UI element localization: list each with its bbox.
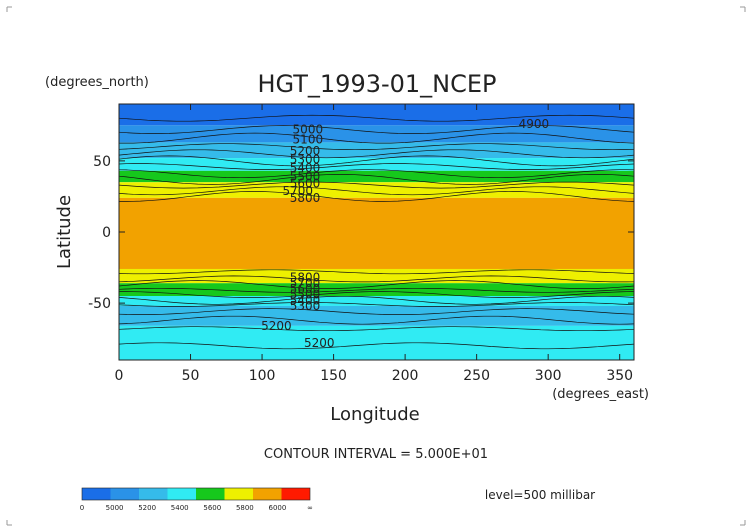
contour-line (119, 132, 635, 144)
contour-label: 5400 (290, 161, 321, 175)
contour-line (118, 308, 635, 315)
colorbar-swatch (82, 488, 111, 500)
contour-label: 5600 (290, 177, 321, 191)
colorbar-swatch (167, 488, 196, 500)
contour-line (118, 149, 635, 159)
contour-label: 5300 (290, 299, 321, 313)
colorbar-swatch (110, 488, 139, 500)
colorbar-swatch (196, 488, 225, 500)
contour-line (118, 125, 635, 134)
contour-band (119, 125, 634, 143)
y-tick-label: 50 (93, 154, 111, 170)
y-axis-label: Latitude (54, 195, 75, 269)
contour-label: 5500 (290, 288, 321, 302)
colorbar-tick-label: 5000 (106, 504, 124, 512)
contour-band (119, 197, 634, 269)
contour-band (119, 305, 634, 326)
contour-band (119, 268, 634, 284)
contour-interval-note: CONTOUR INTERVAL = 5.000E+01 (264, 447, 488, 462)
contour-line (118, 302, 635, 307)
colorbar-tick-label: 5800 (236, 504, 254, 512)
contour-label: 5700 (283, 184, 314, 198)
contour-label: 5200 (290, 144, 321, 158)
contour-line (119, 291, 635, 298)
contour-line (118, 280, 635, 289)
crop-mark (6, 520, 12, 526)
colorbar-tick-label: 5400 (171, 504, 189, 512)
contour-line (118, 163, 635, 170)
crop-mark (740, 6, 746, 12)
contour-line (118, 169, 635, 179)
contour-band (119, 158, 634, 171)
contour-label: 5100 (293, 133, 324, 147)
contour-label: 5800 (290, 271, 321, 285)
contour-label: 5300 (290, 152, 321, 166)
x-tick-label: 0 (115, 368, 124, 384)
y-tick-label: 0 (102, 225, 111, 241)
contour-line (118, 287, 635, 293)
contour-line (118, 269, 635, 275)
contour-band (119, 142, 634, 159)
colorbar-tick-label: ∞ (307, 504, 313, 512)
contour-line (118, 174, 635, 185)
contour-line (118, 143, 635, 151)
chart-title: HGT_1993-01_NCEP (257, 70, 496, 98)
contour-label: 5700 (290, 276, 321, 290)
contour-line (118, 315, 635, 325)
contour-line (118, 342, 635, 350)
colorbar-tick-label: 6000 (269, 504, 287, 512)
colorbar-tick-label: 5200 (138, 504, 156, 512)
x-tick-label: 150 (320, 368, 347, 384)
contour-line (119, 191, 635, 202)
contour-band (119, 104, 634, 126)
y-axis-units: (degrees_north) (45, 75, 149, 90)
contour-label: 5600 (290, 282, 321, 296)
colorbar-tick-label: 0 (80, 504, 84, 512)
colorbar-swatch (139, 488, 168, 500)
contour-label: 4900 (519, 117, 550, 131)
colorbar-tick-label: 5600 (203, 504, 221, 512)
colorbar-frame (81, 487, 311, 501)
level-note: level=500 millibar (485, 488, 595, 502)
y-tick-label: -50 (88, 296, 111, 312)
contour-band (119, 296, 634, 306)
contour-label: 5200 (304, 336, 335, 350)
x-tick-label: 350 (606, 368, 633, 384)
x-axis-label: Longitude (330, 404, 420, 425)
contour-label: 5000 (293, 123, 324, 137)
crop-mark (740, 520, 746, 526)
x-tick-label: 300 (535, 368, 562, 384)
contour-label: 5500 (290, 170, 321, 184)
contour-line (118, 186, 635, 196)
x-tick-label: 200 (392, 368, 419, 384)
x-tick-label: 100 (249, 368, 276, 384)
crop-mark (6, 6, 12, 12)
contour-line (118, 181, 635, 189)
x-tick-label: 250 (463, 368, 490, 384)
contour-band (119, 182, 634, 198)
contour-line (118, 155, 635, 167)
x-tick-label: 50 (182, 368, 200, 384)
colorbar-swatch (281, 488, 310, 500)
contour-label: 5400 (290, 293, 321, 307)
contour-line (118, 275, 635, 283)
x-axis-units: (degrees_east) (552, 387, 649, 402)
colorbar-swatch (224, 488, 253, 500)
contour-label: 5200 (261, 319, 292, 333)
contour-band (119, 325, 634, 360)
contour-line (118, 295, 635, 305)
contour-label: 5800 (290, 191, 321, 205)
contour-line (118, 114, 635, 122)
contour-line (118, 326, 635, 332)
colorbar-swatch (253, 488, 282, 500)
